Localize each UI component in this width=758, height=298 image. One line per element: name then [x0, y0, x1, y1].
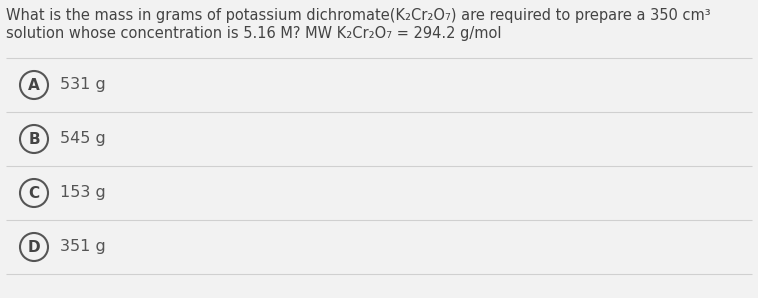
Text: What is the mass in grams of potassium dichromate(K₂Cr₂O₇) are required to prepa: What is the mass in grams of potassium d…: [6, 8, 711, 23]
Text: A: A: [28, 77, 40, 92]
Circle shape: [20, 71, 48, 99]
Text: B: B: [28, 131, 40, 147]
Text: 351 g: 351 g: [60, 240, 106, 254]
Circle shape: [20, 233, 48, 261]
Circle shape: [20, 125, 48, 153]
Text: 153 g: 153 g: [60, 185, 106, 201]
Circle shape: [20, 179, 48, 207]
Text: C: C: [29, 185, 39, 201]
Text: 531 g: 531 g: [60, 77, 106, 92]
Text: 545 g: 545 g: [60, 131, 106, 147]
Text: solution whose concentration is 5.16 M? MW K₂Cr₂O₇ = 294.2 g/mol: solution whose concentration is 5.16 M? …: [6, 26, 502, 41]
Text: D: D: [28, 240, 40, 254]
